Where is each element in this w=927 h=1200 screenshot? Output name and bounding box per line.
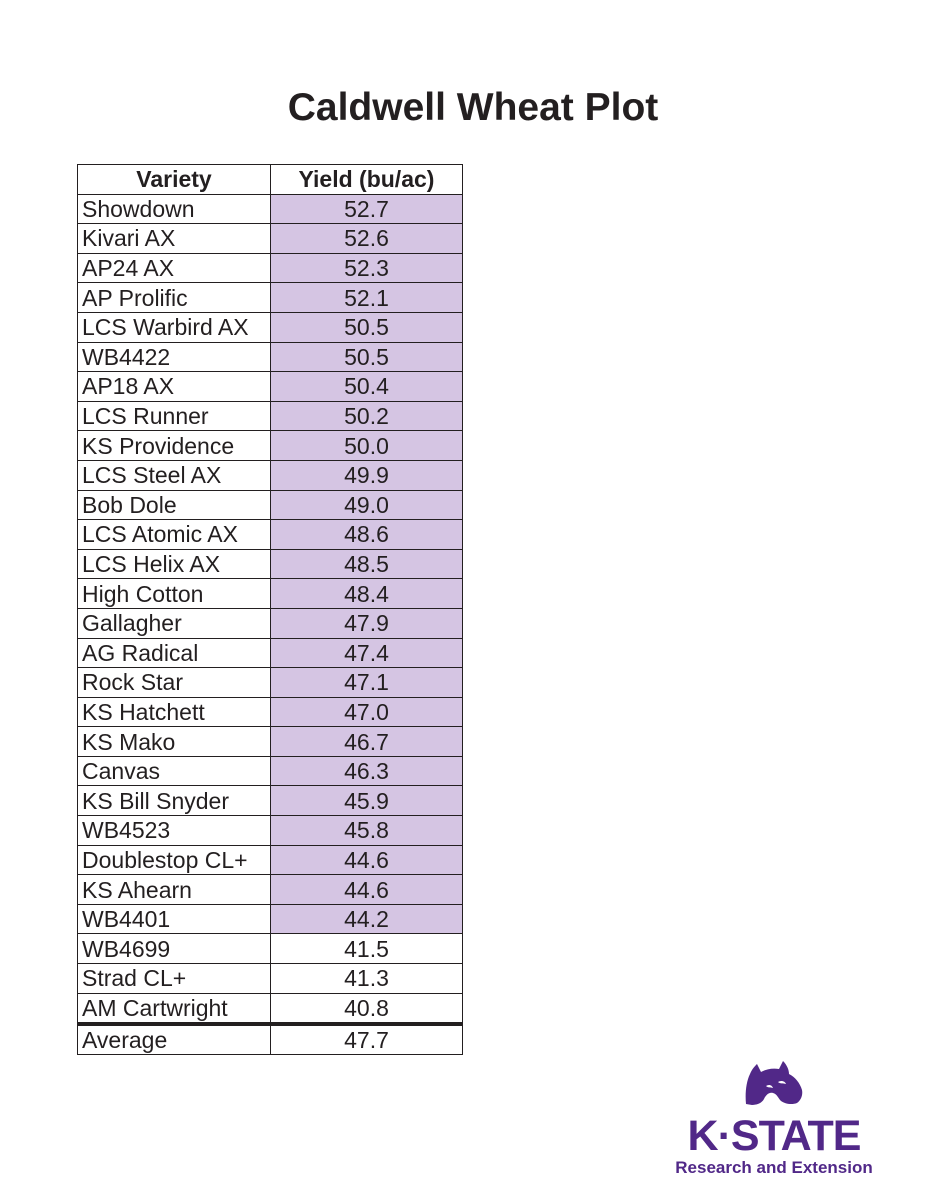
variety-cell: Strad CL+	[77, 963, 271, 994]
table-row: Kivari AX 52.6	[77, 223, 463, 254]
variety-cell: KS Bill Snyder	[77, 785, 271, 817]
table-row: WB4523 45.8	[77, 815, 463, 846]
yield-cell: 47.4	[270, 637, 463, 669]
table-row: WB4401 44.2	[77, 903, 463, 935]
yield-cell: 50.4	[270, 371, 463, 402]
table-row: KS Providence 50.0	[77, 430, 463, 461]
variety-cell: KS Providence	[77, 430, 271, 461]
yield-cell: 44.6	[270, 844, 463, 876]
table-row: AP Prolific 52.1	[77, 282, 463, 313]
table-row: KS Bill Snyder 45.9	[77, 785, 463, 817]
table-row: AP24 AX 52.3	[77, 252, 463, 284]
column-header-variety: Variety	[77, 164, 271, 195]
yield-cell: 47.1	[270, 667, 463, 698]
table-row: AM Cartwright 40.8	[77, 992, 463, 1025]
yield-cell: 52.1	[270, 282, 463, 313]
yield-cell: 50.2	[270, 400, 463, 432]
variety-cell: LCS Runner	[77, 400, 271, 432]
table-row: KS Hatchett 47.0	[77, 696, 463, 728]
variety-cell: Showdown	[77, 193, 271, 225]
variety-cell: Kivari AX	[77, 223, 271, 254]
variety-cell: AP Prolific	[77, 282, 271, 313]
table-row: AP18 AX 50.4	[77, 371, 463, 402]
variety-cell: KS Hatchett	[77, 696, 271, 728]
variety-cell: Doublestop CL+	[77, 844, 271, 876]
table-row: Strad CL+ 41.3	[77, 963, 463, 994]
variety-cell: KS Ahearn	[77, 874, 271, 905]
page-title: Caldwell Wheat Plot	[287, 86, 659, 129]
yield-cell: 45.8	[270, 815, 463, 846]
yield-cell: 44.2	[270, 903, 463, 935]
table-row: Showdown 52.7	[77, 193, 463, 225]
yield-cell: 49.9	[270, 459, 463, 491]
yield-cell: 48.5	[270, 548, 463, 580]
variety-cell: AP18 AX	[77, 371, 271, 402]
yield-cell: 41.3	[270, 963, 463, 994]
yield-cell: 47.9	[270, 607, 463, 639]
table-row: Canvas 46.3	[77, 755, 463, 787]
logo-wordmark: K·STATE	[687, 1112, 862, 1160]
table-row: KS Ahearn 44.6	[77, 874, 463, 905]
variety-cell: Bob Dole	[77, 489, 271, 521]
yield-table: Variety Yield (bu/ac) Showdown 52.7 Kivari…	[77, 164, 463, 1056]
average-yield: 47.7	[270, 1022, 463, 1056]
yield-cell: 48.4	[270, 578, 463, 609]
yield-cell: 46.7	[270, 726, 463, 757]
average-row: Average 47.7	[77, 1022, 463, 1056]
yield-cell: 50.0	[270, 430, 463, 461]
table-row: LCS Warbird AX 50.5	[77, 311, 463, 343]
table-row: LCS Steel AX 49.9	[77, 459, 463, 491]
yield-cell: 50.5	[270, 311, 463, 343]
table-row: Doublestop CL+ 44.6	[77, 844, 463, 876]
table-row: LCS Runner 50.2	[77, 400, 463, 432]
yield-cell: 49.0	[270, 489, 463, 521]
table-row: High Cotton 48.4	[77, 578, 463, 609]
variety-cell: LCS Warbird AX	[77, 311, 271, 343]
variety-cell: LCS Helix AX	[77, 548, 271, 580]
table-row: LCS Atomic AX 48.6	[77, 519, 463, 550]
variety-cell: WB4699	[77, 933, 271, 965]
table-row: WB4699 41.5	[77, 933, 463, 965]
yield-cell: 52.6	[270, 223, 463, 254]
table-row: KS Mako 46.7	[77, 726, 463, 757]
variety-cell: WB4523	[77, 815, 271, 846]
table-row: Gallagher 47.9	[77, 607, 463, 639]
wildcat-icon	[745, 1061, 803, 1105]
yield-cell: 48.6	[270, 519, 463, 550]
variety-cell: WB4422	[77, 341, 271, 373]
variety-cell: Canvas	[77, 755, 271, 787]
yield-cell: 52.7	[270, 193, 463, 225]
variety-cell: KS Mako	[77, 726, 271, 757]
variety-cell: AP24 AX	[77, 252, 271, 284]
variety-cell: AM Cartwright	[77, 992, 271, 1025]
yield-cell: 45.9	[270, 785, 463, 817]
average-label: Average	[77, 1022, 271, 1056]
variety-cell: Rock Star	[77, 667, 271, 698]
table-header-row: Variety Yield (bu/ac)	[77, 164, 463, 195]
yield-cell: 46.3	[270, 755, 463, 787]
kstate-logo: K·STATE Research and Extension	[664, 1058, 884, 1183]
logo-subtitle: Research and Extension	[675, 1158, 873, 1177]
yield-cell: 47.0	[270, 696, 463, 728]
table-row: Rock Star 47.1	[77, 667, 463, 698]
yield-cell: 52.3	[270, 252, 463, 284]
table-row: WB4422 50.5	[77, 341, 463, 373]
yield-cell: 50.5	[270, 341, 463, 373]
table-row: LCS Helix AX 48.5	[77, 548, 463, 580]
yield-cell: 44.6	[270, 874, 463, 905]
yield-cell: 40.8	[270, 992, 463, 1025]
table-row: Bob Dole 49.0	[77, 489, 463, 521]
variety-cell: Gallagher	[77, 607, 271, 639]
variety-cell: High Cotton	[77, 578, 271, 609]
yield-cell: 41.5	[270, 933, 463, 965]
variety-cell: LCS Atomic AX	[77, 519, 271, 550]
variety-cell: AG Radical	[77, 637, 271, 669]
column-header-yield: Yield (bu/ac)	[270, 164, 463, 195]
table-row: AG Radical 47.4	[77, 637, 463, 669]
variety-cell: WB4401	[77, 903, 271, 935]
variety-cell: LCS Steel AX	[77, 459, 271, 491]
